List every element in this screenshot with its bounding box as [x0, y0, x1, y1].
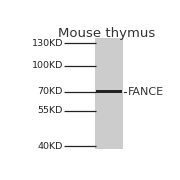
Text: 55KD: 55KD: [38, 107, 63, 116]
Text: FANCE: FANCE: [128, 87, 164, 97]
Bar: [95, 38, 123, 149]
Bar: [96, 90, 122, 93]
Text: 70KD: 70KD: [38, 87, 63, 96]
Text: 130KD: 130KD: [31, 39, 63, 48]
Text: 100KD: 100KD: [31, 61, 63, 70]
Text: Mouse thymus: Mouse thymus: [58, 27, 155, 40]
Text: 40KD: 40KD: [38, 142, 63, 151]
